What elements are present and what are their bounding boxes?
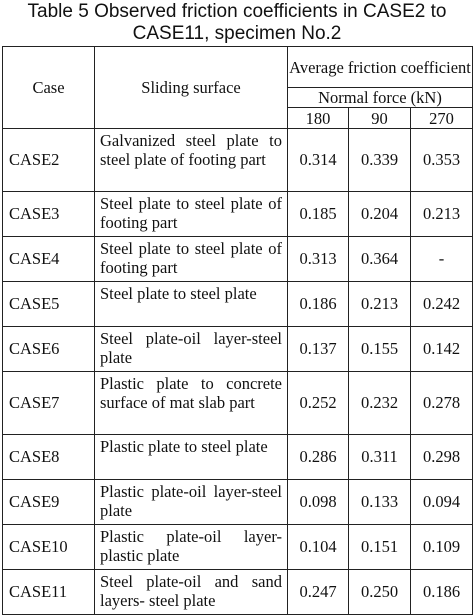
surface-cell: Steel plate to steel plate	[94, 281, 288, 327]
surface-cell: Steel plate-oil layer-steel plate	[94, 326, 288, 372]
table-row: CASE7 Plastic plate to concrete surface …	[2, 371, 473, 435]
value-cell: 0.250	[348, 569, 411, 615]
friction-table: Case Sliding surface Average friction co…	[2, 46, 473, 615]
value-cell: 0.186	[410, 569, 473, 615]
table-row: CASE2 Galvanized steel plate to steel pl…	[2, 128, 473, 192]
surface-cell: Plastic plate-oil layer-steel plate	[94, 479, 288, 525]
force-270-header: 270	[410, 107, 473, 129]
case-cell: CASE8	[2, 434, 95, 480]
surface-cell: Galvanized steel plate to steel plate of…	[94, 128, 288, 192]
value-cell: 0.339	[348, 128, 411, 192]
value-cell: 0.311	[348, 434, 411, 480]
table-row: CASE11 Steel plate-oil and sand layers- …	[2, 569, 473, 615]
case-cell: CASE10	[2, 524, 95, 570]
value-cell: 0.213	[348, 281, 411, 327]
value-cell: 0.278	[410, 371, 473, 435]
value-cell: 0.133	[348, 479, 411, 525]
surface-cell: Plastic plate to concrete surface of mat…	[94, 371, 288, 435]
value-cell: 0.252	[287, 371, 349, 435]
value-cell: 0.151	[348, 524, 411, 570]
surface-header: Sliding surface	[94, 46, 288, 129]
case-cell: CASE9	[2, 479, 95, 525]
value-cell: 0.155	[348, 326, 411, 372]
value-cell: 0.313	[287, 236, 349, 282]
value-cell: 0.137	[287, 326, 349, 372]
value-cell: 0.185	[287, 191, 349, 237]
value-cell: 0.232	[348, 371, 411, 435]
surface-cell: Steel plate to steel plate of footing pa…	[94, 236, 288, 282]
case-cell: CASE2	[2, 128, 95, 192]
value-cell: 0.314	[287, 128, 349, 192]
value-cell: 0.247	[287, 569, 349, 615]
value-cell: 0.186	[287, 281, 349, 327]
table-row: CASE10 Plastic plate-oil layer-plastic p…	[2, 524, 473, 570]
case-cell: CASE5	[2, 281, 95, 327]
value-cell: 0.298	[410, 434, 473, 480]
value-cell: 0.286	[287, 434, 349, 480]
table-row: CASE4 Steel plate to steel plate of foot…	[2, 236, 473, 282]
surface-cell: Steel plate to steel plate of footing pa…	[94, 191, 288, 237]
force-180-header: 180	[287, 107, 349, 129]
value-cell: 0.094	[410, 479, 473, 525]
table-row: CASE5 Steel plate to steel plate 0.186 0…	[2, 281, 473, 327]
table-caption: Table 5 Observed friction coefficients i…	[27, 1, 447, 44]
value-cell: 0.364	[348, 236, 411, 282]
table-row: CASE3 Steel plate to steel plate of foot…	[2, 191, 473, 237]
value-cell: 0.353	[410, 128, 473, 192]
surface-cell: Plastic plate to steel plate	[94, 434, 288, 480]
case-cell: CASE7	[2, 371, 95, 435]
case-cell: CASE4	[2, 236, 95, 282]
table-row: CASE6 Steel plate-oil layer-steel plate …	[2, 326, 473, 372]
case-cell: CASE3	[2, 191, 95, 237]
normal-force-header: Normal force (kN)	[287, 87, 473, 108]
value-cell: -	[410, 236, 473, 282]
value-cell: 0.204	[348, 191, 411, 237]
force-90-header: 90	[348, 107, 411, 129]
value-cell: 0.213	[410, 191, 473, 237]
value-cell: 0.109	[410, 524, 473, 570]
value-cell: 0.098	[287, 479, 349, 525]
case-cell: CASE11	[2, 569, 95, 615]
value-cell: 0.104	[287, 524, 349, 570]
case-header: Case	[2, 46, 95, 129]
surface-cell: Steel plate-oil and sand layers- steel p…	[94, 569, 288, 615]
header-row: Case Sliding surface Average friction co…	[2, 46, 473, 129]
surface-cell: Plastic plate-oil layer-plastic plate	[94, 524, 288, 570]
case-cell: CASE6	[2, 326, 95, 372]
table-row: CASE9 Plastic plate-oil layer-steel plat…	[2, 479, 473, 525]
value-cell: 0.142	[410, 326, 473, 372]
value-cell: 0.242	[410, 281, 473, 327]
avg-friction-header: Average friction coefficient	[287, 46, 473, 88]
table-row: CASE8 Plastic plate to steel plate 0.286…	[2, 434, 473, 480]
